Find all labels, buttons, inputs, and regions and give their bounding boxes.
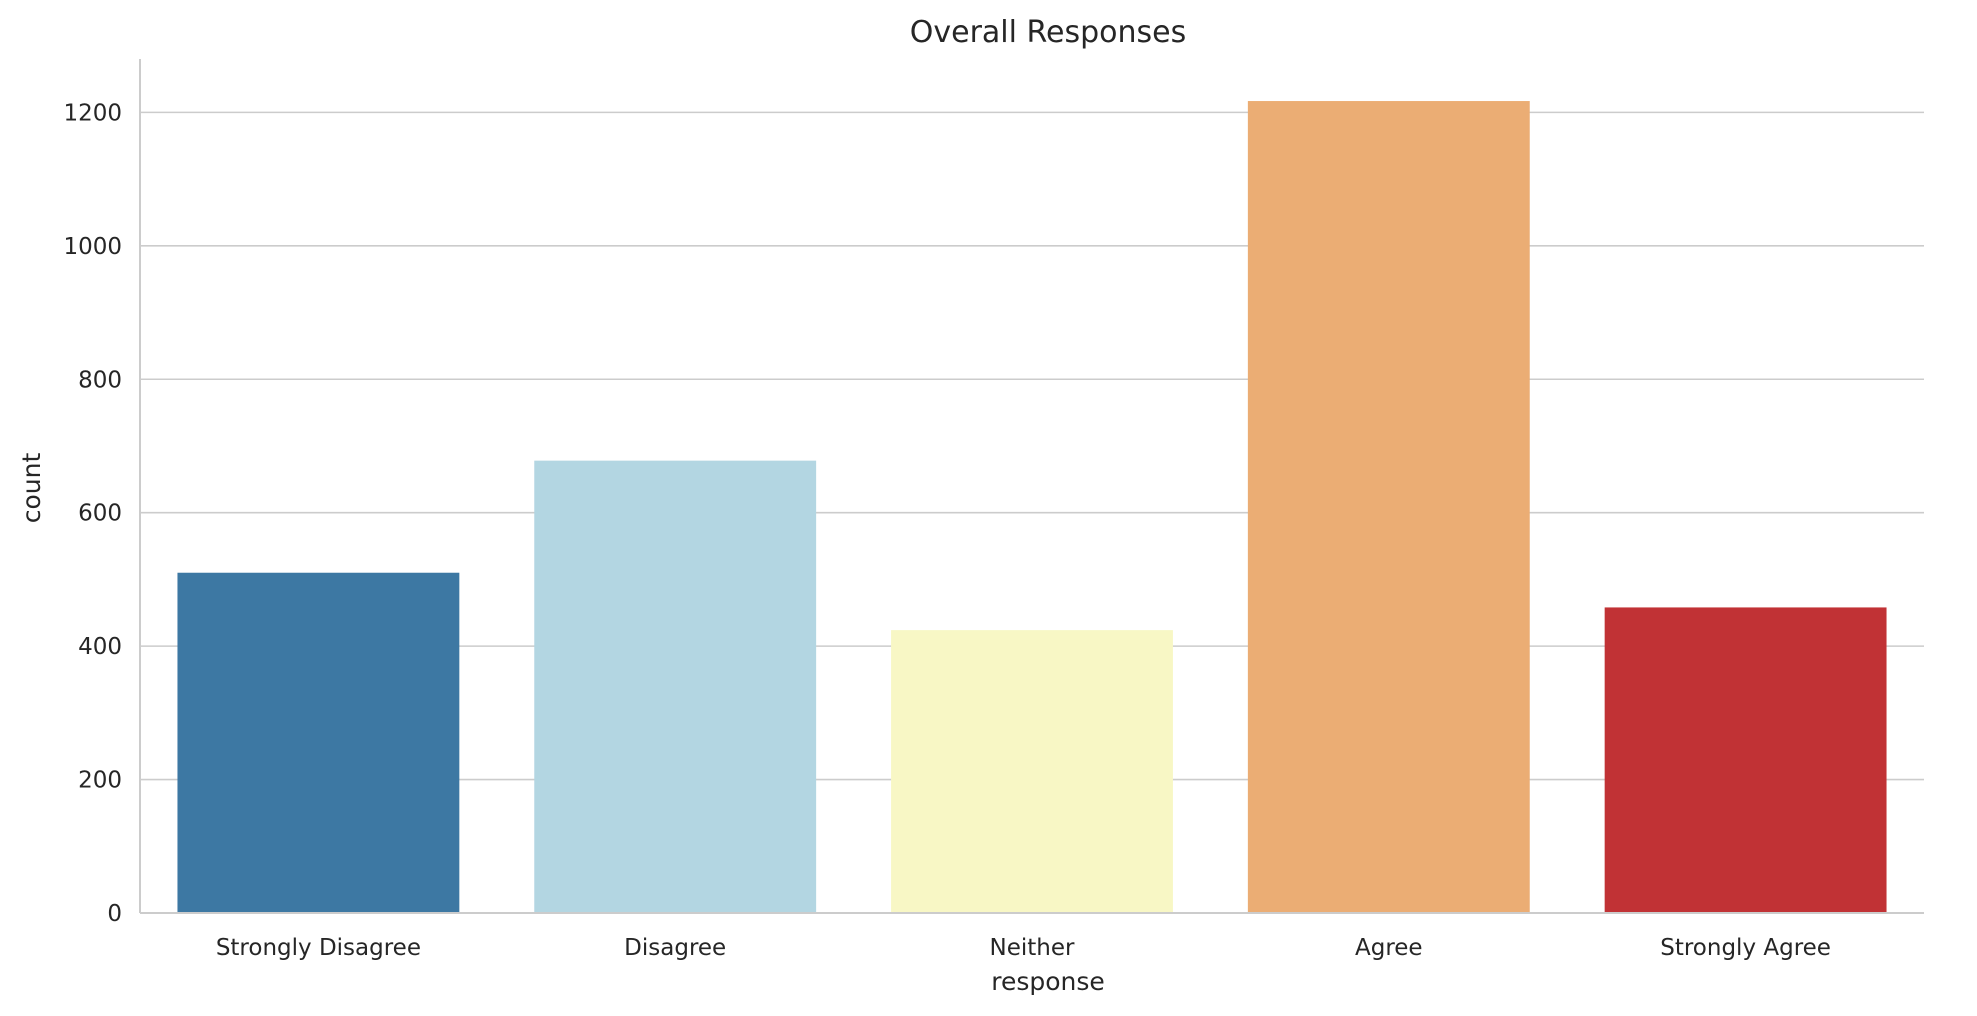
y-tick-label: 1000: [63, 234, 122, 260]
y-axis-label: count: [17, 453, 46, 524]
x-tick-label: Strongly Disagree: [216, 935, 421, 961]
y-tick-label: 600: [78, 501, 122, 527]
chart-title: Overall Responses: [910, 15, 1186, 50]
bar: [1247, 101, 1530, 913]
y-tick-label: 0: [107, 901, 122, 927]
bar: [177, 572, 460, 913]
x-tick-label: Disagree: [624, 935, 726, 961]
bar: [534, 460, 817, 913]
bar: [891, 630, 1173, 913]
x-tick-label: Strongly Agree: [1660, 935, 1831, 961]
y-tick-labels: 0 200 400 600 800 1000 1200: [63, 100, 122, 927]
axes-spines: [139, 59, 1924, 914]
x-axis-label: response: [991, 967, 1105, 996]
y-tick-label: 400: [78, 634, 122, 660]
x-tick-label: Neither: [990, 935, 1075, 961]
x-tick-label: Agree: [1355, 935, 1423, 961]
bars: [177, 101, 1887, 913]
y-tick-label: 200: [78, 768, 122, 794]
x-tick-labels: Strongly Disagree Disagree Neither Agree Str…: [216, 935, 1831, 961]
y-tick-label: 1200: [63, 100, 122, 126]
y-tick-label: 800: [78, 367, 122, 393]
bar: [1604, 607, 1887, 913]
